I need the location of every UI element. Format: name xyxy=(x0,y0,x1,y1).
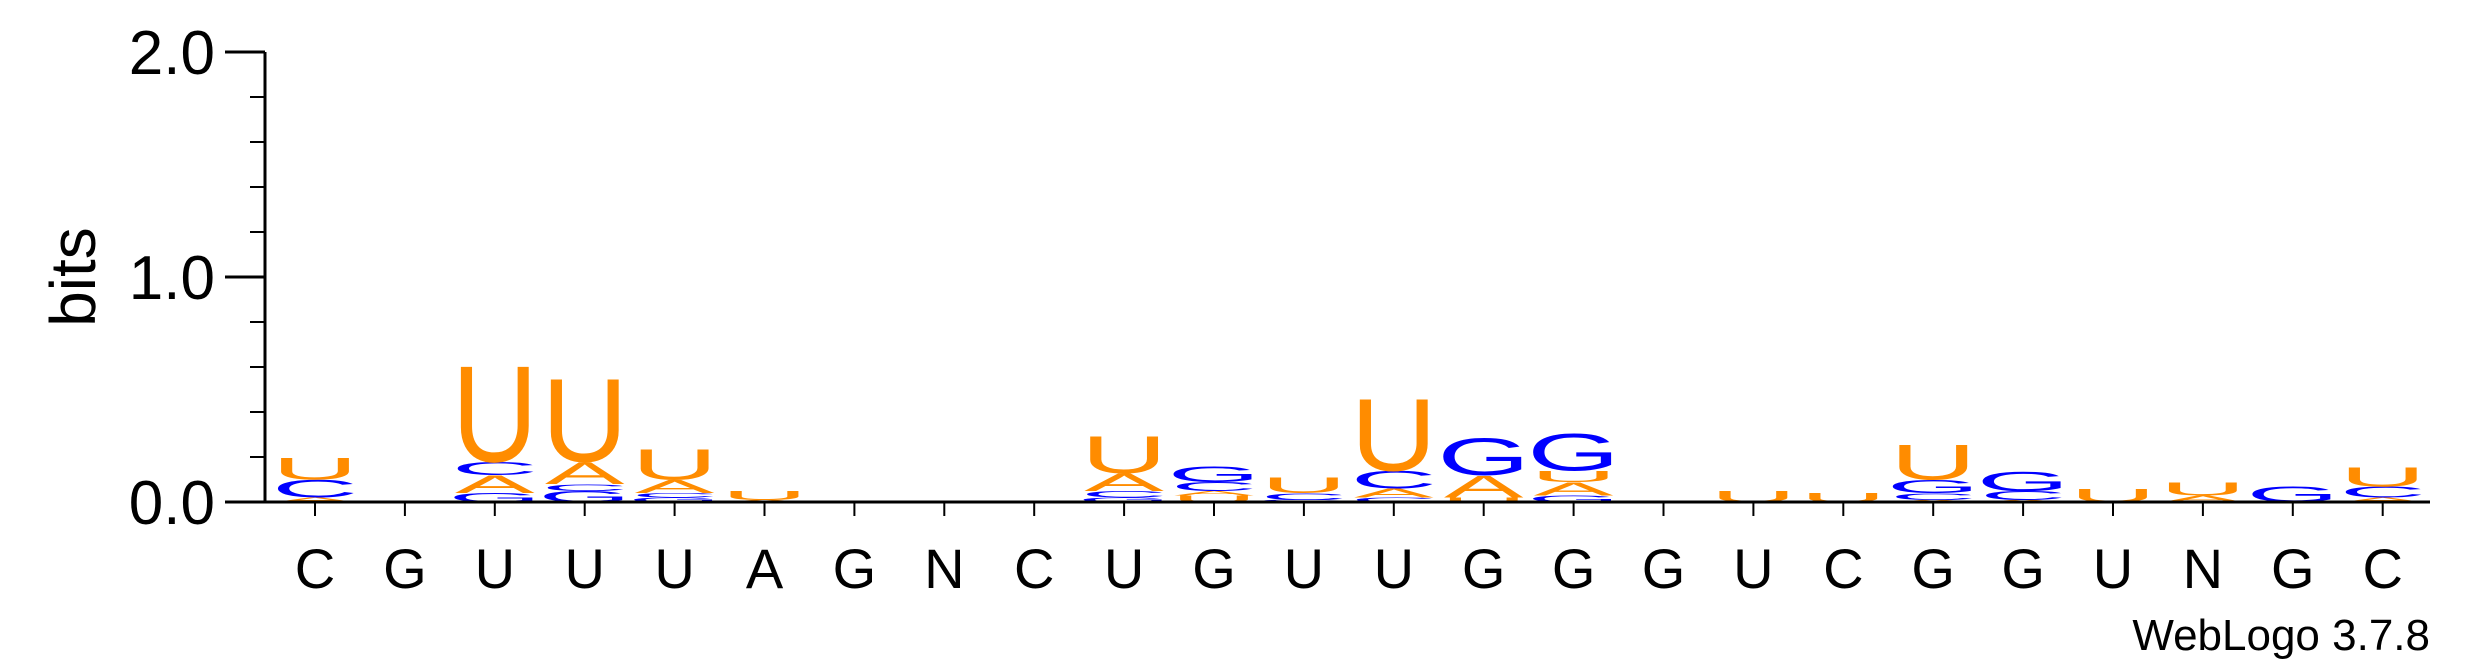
logo-letter-u: U xyxy=(1441,496,1527,503)
logo-letter-g: G xyxy=(1168,462,1261,486)
logo-letter-a: A xyxy=(2163,493,2243,504)
x-tick-label: G xyxy=(833,537,877,600)
x-tick-label: G xyxy=(383,537,427,600)
logo-letter-a: A xyxy=(635,476,715,497)
logo-letter-g: G xyxy=(1887,476,1980,497)
logo-letter-g: G xyxy=(1437,427,1530,487)
y-axis-ticks: 0.0 1.0 2.0 xyxy=(129,19,265,538)
logo-letter-c: C xyxy=(631,492,717,499)
x-tick-label: C xyxy=(1823,537,1863,600)
x-tick-label: U xyxy=(1284,537,1324,600)
logo-letter-c: C xyxy=(1890,491,1976,502)
logo-letter-u: U xyxy=(1351,377,1437,493)
y-tick-label: 2.0 xyxy=(129,19,215,88)
logo-letter-u: U xyxy=(1530,468,1616,485)
logo-letter-g: G xyxy=(1527,422,1620,482)
logo-stacks: ACUGACUGCAUGCAUAUGCAUUACGGCUCACUUAGGAUGU… xyxy=(272,338,2426,507)
logo-letter-c: C xyxy=(1171,479,1257,493)
x-tick-label: G xyxy=(2271,537,2315,600)
logo-letter-c: C xyxy=(1351,496,1437,503)
x-tick-label: C xyxy=(1014,537,1054,600)
logo-letter-u: U xyxy=(272,451,358,486)
x-tick-label: G xyxy=(1911,537,1955,600)
logo-letter-c: C xyxy=(272,475,358,503)
weblogo-credit: WebLogo 3.7.8 xyxy=(2132,611,2430,660)
x-tick-label: G xyxy=(1462,537,1506,600)
x-tick-label: G xyxy=(1192,537,1236,600)
logo-letter-a: A xyxy=(1534,479,1614,500)
x-tick-label: U xyxy=(475,537,515,600)
y-tick-label: 1.0 xyxy=(129,244,215,313)
logo-letter-u: U xyxy=(542,355,628,488)
logo-letter-u: U xyxy=(452,338,538,492)
logo-letter-a: A xyxy=(1174,490,1255,497)
y-tick-label: 0.0 xyxy=(129,469,215,538)
x-tick-label: U xyxy=(1733,537,1773,600)
logo-letter-c: C xyxy=(452,458,538,479)
logo-letter-a: A xyxy=(1444,469,1525,504)
x-tick-label: G xyxy=(2001,537,2045,600)
x-tick-label: G xyxy=(1552,537,1596,600)
x-tick-label: G xyxy=(1642,537,1686,600)
logo-letter-u: U xyxy=(631,441,717,490)
logo-letter-u: U xyxy=(1261,473,1347,497)
x-tick-label: U xyxy=(1374,537,1414,600)
logo-letter-c: C xyxy=(1980,488,2066,502)
logo-letter-a: A xyxy=(455,471,535,499)
logo-letter-g: G xyxy=(1977,465,2070,496)
logo-letter-u: U xyxy=(2160,479,2246,500)
logo-letter-c: C xyxy=(1351,466,1437,494)
logo-letter-g: G xyxy=(1078,496,1171,503)
logo-letter-c: C xyxy=(1261,491,1347,502)
logo-letter-u: U xyxy=(1081,424,1167,484)
logo-letter-c: C xyxy=(2340,484,2426,501)
logo-letter-a: A xyxy=(545,456,626,491)
logo-letter-a: A xyxy=(1354,486,1434,500)
logo-letter-u: U xyxy=(2340,461,2426,492)
logo-letter-g: G xyxy=(1527,493,1620,504)
x-tick-label: U xyxy=(1104,537,1144,600)
y-axis-label: bits xyxy=(37,227,109,327)
x-tick-label: U xyxy=(654,537,694,600)
logo-letter-u: U xyxy=(1171,493,1257,504)
logo-letter-a: A xyxy=(1084,468,1164,496)
logo-letter-c: C xyxy=(1081,489,1167,500)
x-tick-label: U xyxy=(564,537,604,600)
logo-letter-u: U xyxy=(1890,435,1976,491)
x-tick-label: C xyxy=(2362,537,2402,600)
x-tick-label: C xyxy=(295,537,335,600)
logo-letter-a: A xyxy=(275,496,356,503)
logo-letter-u: U xyxy=(721,488,807,502)
x-tick-label: N xyxy=(2183,537,2223,600)
logo-letter-c: C xyxy=(542,482,628,493)
x-tick-label: N xyxy=(924,537,964,600)
x-tick-label: A xyxy=(746,537,784,600)
logo-letter-g: G xyxy=(628,496,721,503)
x-tick-label: U xyxy=(2093,537,2133,600)
logo-letter-a: A xyxy=(2343,496,2424,503)
